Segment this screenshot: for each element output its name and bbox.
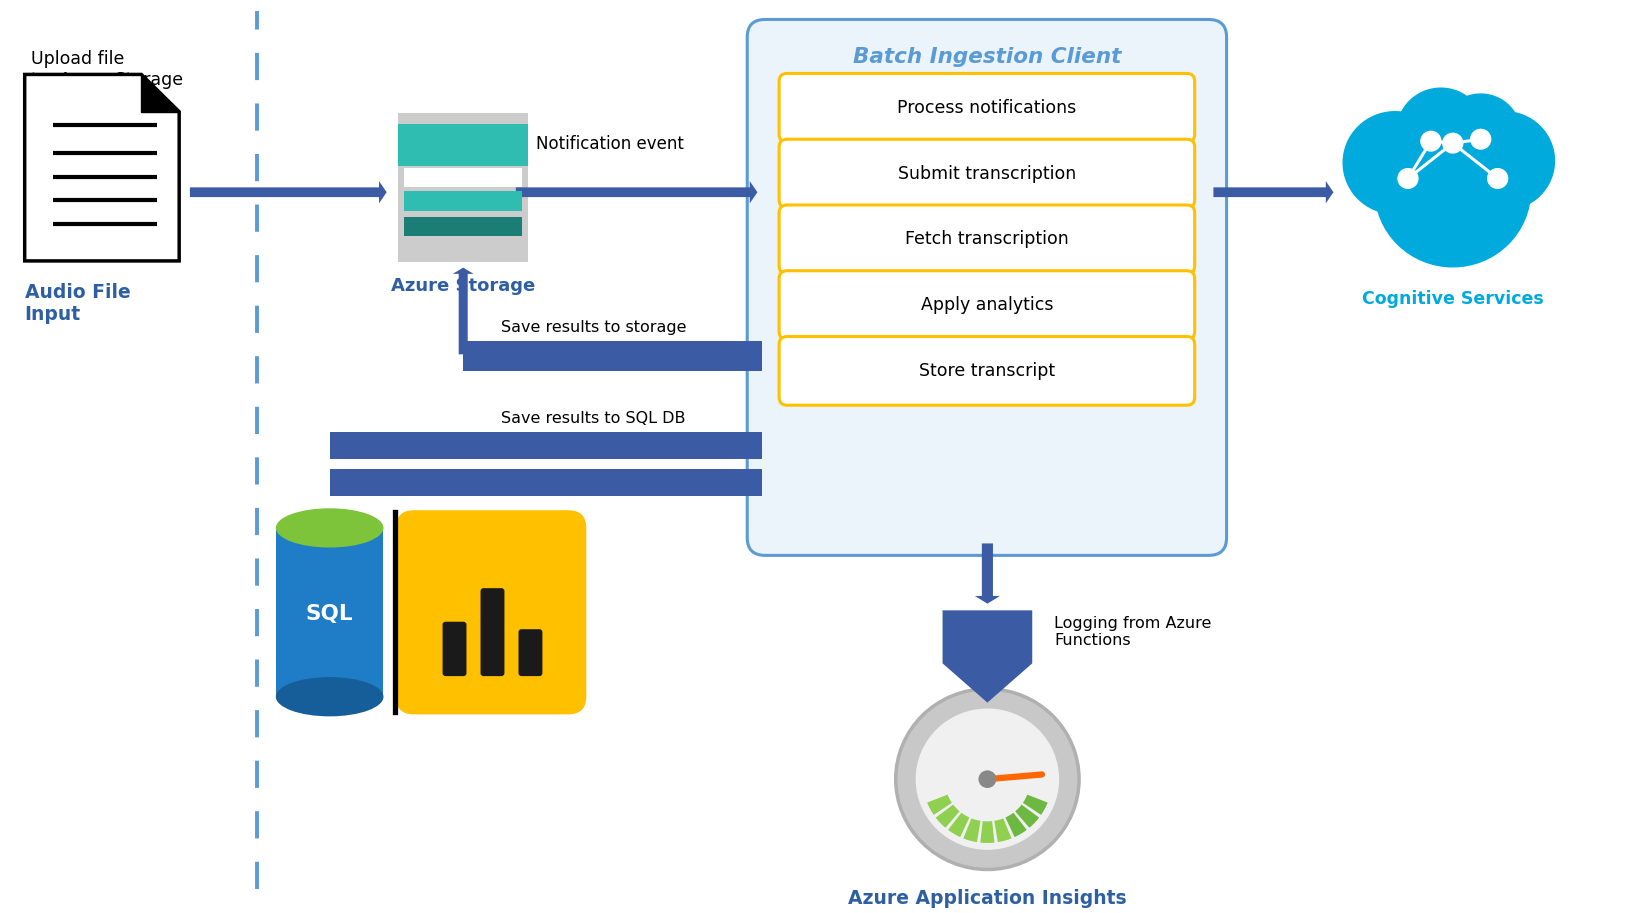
Wedge shape [980,821,994,843]
Circle shape [1398,169,1419,188]
Text: Save results to SQL DB: Save results to SQL DB [500,411,686,425]
Polygon shape [942,611,1032,703]
Wedge shape [1006,813,1027,837]
FancyBboxPatch shape [396,510,587,714]
FancyBboxPatch shape [778,73,1194,142]
FancyBboxPatch shape [518,629,543,677]
Text: Fetch transcription: Fetch transcription [905,230,1069,248]
Polygon shape [276,528,383,697]
Circle shape [1487,169,1508,188]
Circle shape [895,689,1079,869]
FancyBboxPatch shape [405,168,522,187]
Circle shape [1471,130,1490,149]
Text: Save results to storage: Save results to storage [500,320,687,334]
FancyBboxPatch shape [442,622,466,677]
Wedge shape [964,818,980,842]
FancyBboxPatch shape [405,216,522,236]
Circle shape [1344,111,1446,214]
Polygon shape [463,341,762,371]
Circle shape [1441,94,1521,173]
FancyBboxPatch shape [398,124,528,166]
Wedge shape [947,813,970,837]
Text: Store transcript: Store transcript [918,362,1055,380]
Text: Notification event: Notification event [536,135,684,153]
Ellipse shape [276,509,383,548]
Ellipse shape [276,677,383,717]
Text: Logging from Azure
Functions: Logging from Azure Functions [1055,615,1212,648]
Circle shape [915,708,1060,850]
Text: Audio File
Input: Audio File Input [24,282,130,323]
Text: Process notifications: Process notifications [897,99,1076,117]
FancyBboxPatch shape [778,205,1194,274]
Circle shape [1454,111,1555,210]
FancyBboxPatch shape [398,112,528,262]
FancyBboxPatch shape [778,271,1194,340]
Text: Azure Application Insights: Azure Application Insights [848,889,1126,908]
FancyBboxPatch shape [481,588,504,677]
FancyBboxPatch shape [748,19,1227,555]
Circle shape [1375,114,1531,267]
Wedge shape [1016,804,1038,828]
Wedge shape [936,804,960,828]
Circle shape [1398,89,1485,174]
Text: Apply analytics: Apply analytics [921,296,1053,314]
Text: SQL: SQL [306,604,354,624]
Polygon shape [141,75,179,111]
FancyBboxPatch shape [778,139,1194,208]
Wedge shape [928,794,952,815]
Text: Upload file
to  Azure Storage: Upload file to Azure Storage [31,50,182,89]
Circle shape [1420,131,1441,151]
Wedge shape [1022,794,1048,815]
Text: Batch Ingestion Client: Batch Ingestion Client [853,47,1121,67]
Polygon shape [330,469,762,497]
Polygon shape [24,75,179,261]
FancyBboxPatch shape [778,337,1194,405]
Text: Azure Storage: Azure Storage [392,277,535,295]
Polygon shape [330,432,762,459]
Circle shape [1443,133,1462,153]
Text: Submit transcription: Submit transcription [897,164,1076,183]
Text: Cognitive Services: Cognitive Services [1362,290,1544,309]
Circle shape [978,771,996,788]
Wedge shape [994,818,1011,842]
FancyBboxPatch shape [405,191,522,211]
